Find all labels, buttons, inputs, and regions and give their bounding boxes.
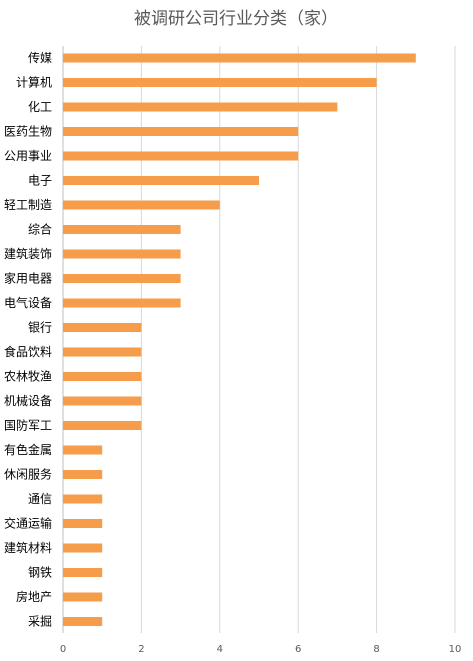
category-label: 传媒 [28,50,52,65]
category-label: 电子 [28,174,52,188]
category-label: 建筑装饰 [4,246,52,261]
gridlines [62,46,456,633]
bar [63,445,103,455]
bar [63,543,103,553]
category-label: 食品饮料 [4,344,52,359]
category-label: 化工 [28,100,52,114]
category-label: 电气设备 [4,295,52,310]
category-label: 计算机 [16,75,52,90]
bar [63,396,142,406]
bar [63,470,103,479]
bar [63,617,103,626]
x-tick-label: 2 [138,644,144,655]
bar [63,298,181,308]
bar [63,151,299,161]
bar [63,494,103,504]
bar [63,78,377,87]
category-label: 国防军工 [4,418,52,433]
category-label: 机械设备 [4,393,52,408]
bar [63,249,181,259]
category-label: 采掘 [28,614,52,629]
category-label: 有色金属 [4,442,52,457]
bar [63,274,181,283]
category-label: 家用电器 [4,271,52,286]
x-tick-label: 4 [217,644,223,655]
bar [63,372,142,381]
category-label: 通信 [28,492,52,506]
bar [63,323,142,332]
bar [63,200,220,210]
x-tick-label: 10 [449,644,462,655]
bar [63,592,103,602]
category-label: 银行 [28,321,52,335]
bars [63,53,416,626]
category-labels: 传媒计算机化工医药生物公用事业电子轻工制造综合建筑装饰家用电器电气设备银行食品饮… [4,50,52,629]
x-axis-ticks: 0 2 4 6 8 10 [60,644,462,655]
bar [63,102,338,112]
category-label: 轻工制造 [4,198,52,212]
category-label: 钢铁 [28,566,52,580]
bar [63,568,103,577]
category-label: 交通运输 [4,516,52,531]
bar [63,127,299,136]
bar [63,519,103,528]
category-label: 公用事业 [4,149,52,163]
category-label: 综合 [28,222,52,237]
x-tick-label: 8 [373,644,379,655]
category-label: 医药生物 [4,125,52,139]
bar [63,421,142,430]
x-tick-label: 0 [60,644,66,655]
bar [63,176,259,185]
category-label: 农林牧渔 [4,370,52,384]
chart-title: 被调研公司行业分类（家） [134,9,338,29]
category-label: 房地产 [16,589,52,604]
x-tick-label: 6 [295,644,301,655]
category-label: 建筑材料 [4,540,52,555]
category-label: 休闲服务 [4,467,52,482]
bar [63,347,142,357]
bar [63,53,416,63]
bar [63,225,181,234]
